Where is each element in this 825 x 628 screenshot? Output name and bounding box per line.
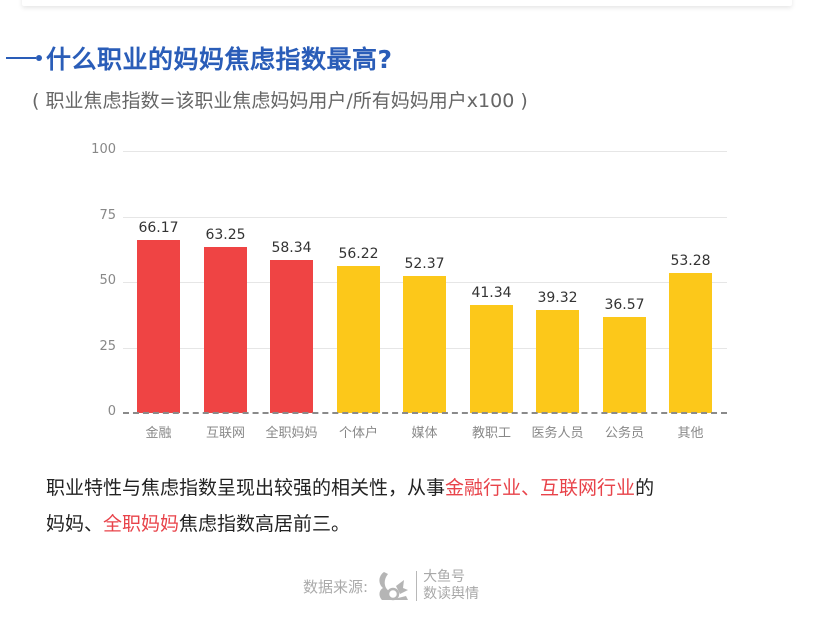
bar	[204, 247, 247, 413]
conclusion-line-1: 职业特性与焦虑指数呈现出较强的相关性，从事金融行业、互联网行业的	[46, 477, 655, 499]
logo-separator	[416, 571, 418, 601]
highlight-fulltime-mom: 全职妈妈	[103, 513, 180, 535]
x-axis-category: 金融	[145, 426, 172, 441]
x-axis-category: 全职妈妈	[265, 426, 318, 441]
y-axis-tick: 50	[99, 273, 116, 288]
x-axis-category: 其他	[677, 426, 704, 441]
brand-text: 大鱼号 数读舆情	[423, 569, 480, 602]
x-axis-category: 教职工	[471, 426, 511, 441]
bar	[337, 266, 380, 413]
conclusion-line-2: 妈妈、全职妈妈焦虑指数高居前三。	[46, 513, 351, 535]
gridline	[123, 217, 727, 218]
bar-value-label: 41.34	[471, 285, 512, 301]
y-axis-tick: 25	[99, 339, 116, 354]
bar-value-label: 58.34	[271, 240, 312, 256]
bar-value-label: 52.37	[404, 256, 445, 272]
x-axis-category: 公务员	[604, 426, 644, 441]
bar	[137, 240, 180, 413]
bar-value-label: 66.17	[138, 220, 179, 236]
squirrel-logo-icon	[379, 572, 409, 601]
bar-value-label: 39.32	[537, 290, 578, 306]
bar	[603, 317, 646, 413]
y-axis-tick: 0	[107, 404, 116, 419]
highlight-internet: 互联网行业	[540, 477, 636, 499]
bar-value-label: 63.25	[205, 227, 246, 243]
x-axis-category: 个体户	[338, 426, 378, 441]
title-line-decoration	[6, 57, 36, 59]
x-axis-category: 医务人员	[531, 426, 584, 441]
highlight-finance: 金融行业	[445, 477, 522, 499]
gridline	[123, 151, 727, 152]
bar	[403, 276, 446, 413]
chart-title: 什么职业的妈妈焦虑指数最高?	[46, 45, 393, 74]
bar	[470, 305, 513, 413]
x-axis-category: 媒体	[411, 426, 438, 441]
title-dot-icon	[36, 55, 42, 61]
bar-value-label: 56.22	[338, 246, 379, 262]
bar	[669, 273, 712, 413]
y-axis-tick: 75	[99, 208, 116, 223]
x-axis-baseline	[123, 412, 727, 414]
x-axis-category: 互联网	[205, 426, 245, 441]
section-title: 什么职业的妈妈焦虑指数最高?	[0, 40, 393, 76]
conclusion-text: 职业特性与焦虑指数呈现出较强的相关性，从事金融行业、互联网行业的 妈妈、全职妈妈…	[46, 470, 806, 542]
bar-chart: 0 25 50 75 100 66.17 金融 63.25 互联网 58.34 全职妈妈 56.22 个…	[91, 142, 727, 441]
source-label: 数据来源:	[303, 577, 369, 596]
bar	[536, 310, 579, 413]
top-card-edge	[22, 0, 792, 6]
bar	[270, 260, 313, 413]
bar-value-label: 36.57	[604, 297, 645, 313]
y-axis-tick: 100	[91, 142, 116, 157]
data-source: 数据来源: 大鱼号 数读舆情	[303, 566, 479, 606]
bar-value-label: 53.28	[670, 253, 711, 269]
chart-subtitle: ( 职业焦虑指数=该职业焦虑妈妈用户/所有妈妈用户x100 )	[32, 90, 528, 112]
